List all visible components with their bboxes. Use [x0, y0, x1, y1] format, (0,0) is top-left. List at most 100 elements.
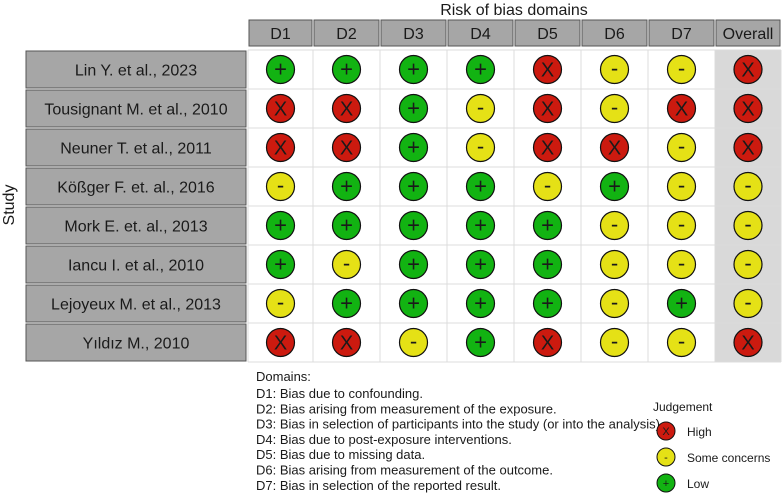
judgement-symbol: X: [608, 138, 621, 160]
judgement-high-marker: X: [532, 132, 563, 163]
judgement-some-marker: -: [733, 288, 763, 319]
legend-symbol: X: [662, 426, 670, 438]
judgement-legend: Judgement X High - Some concerns + Low: [653, 400, 770, 493]
judgement-symbol: +: [407, 252, 420, 277]
judgement-some-marker: -: [666, 54, 697, 85]
judgement-symbol: +: [407, 57, 420, 82]
judgement-symbol: -: [611, 290, 618, 315]
domain-description: D1: Bias due to confounding.: [256, 386, 423, 401]
judgement-high-marker: X: [599, 132, 630, 163]
domain-description: D6: Bias arising from measurement of the…: [256, 463, 553, 478]
judgement-symbol: -: [678, 212, 685, 237]
judgement-low-marker: +: [465, 54, 496, 85]
judgement-symbol: +: [541, 291, 554, 316]
judgement-symbol: +: [407, 174, 420, 199]
svg-text:D3: D3: [403, 26, 424, 43]
judgement-symbol: -: [744, 212, 751, 237]
judgement-symbol: X: [741, 333, 754, 355]
judgement-high-marker: X: [532, 54, 563, 85]
study-row: Yıldız M., 2010 X X - + X - - X: [25, 323, 763, 362]
judgement-symbol: -: [277, 290, 284, 315]
judgement-symbol: -: [544, 173, 551, 198]
column-header-d7: D7: [648, 19, 715, 47]
column-header-d2: D2: [313, 19, 380, 47]
judgement-symbol: X: [274, 333, 287, 355]
judgement-symbol: +: [474, 213, 487, 238]
study-label-bg: [25, 167, 247, 206]
judgement-low-marker: +: [265, 54, 296, 85]
column-header-d4: D4: [447, 19, 514, 47]
judgement-high-marker: X: [265, 93, 296, 124]
svg-text:D1: D1: [270, 26, 291, 43]
judgement-low-marker: +: [599, 171, 630, 202]
judgement-low-marker: +: [465, 210, 496, 241]
judgement-some-marker: -: [465, 132, 496, 163]
judgement-symbol: +: [541, 252, 554, 277]
judgement-high-marker: X: [666, 93, 697, 124]
judgement-low-marker: +: [398, 210, 429, 241]
domain-description: D4: Bias due to post-exposure interventi…: [256, 432, 512, 447]
svg-text:D5: D5: [537, 26, 558, 43]
judgement-some-marker: -: [666, 327, 697, 358]
study-row: Lin Y. et al., 2023 + + + + X - - X: [25, 50, 763, 89]
judgement-symbol: +: [274, 252, 287, 277]
judgement-some-marker: -: [599, 288, 630, 319]
judgement-symbol: X: [741, 60, 754, 82]
judgement-symbol: +: [407, 96, 420, 121]
legend-symbol: -: [664, 452, 668, 464]
study-label: Lejoyeux M. et al., 2013: [51, 297, 221, 314]
judgement-high-marker: X: [265, 327, 296, 358]
judgement-some-marker: -: [398, 327, 429, 358]
legend-symbol: +: [663, 478, 669, 490]
study-label: Iancu I. et al., 2010: [68, 258, 204, 275]
svg-text:Overall: Overall: [723, 26, 774, 43]
judgement-symbol: +: [474, 174, 487, 199]
study-row: Neuner T. et al., 2011 X X + - X X - X: [25, 128, 763, 167]
judgement-low-marker: +: [465, 288, 496, 319]
domain-description: D3: Bias in selection of participants in…: [256, 417, 664, 432]
judgement-symbol: X: [274, 99, 287, 121]
judgement-low-marker: +: [398, 54, 429, 85]
study-label-bg: [25, 206, 247, 245]
judgement-symbol: +: [608, 174, 621, 199]
judgement-high-marker: X: [733, 54, 763, 85]
study-row: Kößger F. et. al., 2016 - + + + - + - -: [25, 167, 763, 206]
judgement-high-marker: X: [331, 327, 362, 358]
study-label-bg: [25, 128, 247, 167]
legend-item-high: X High: [656, 421, 712, 441]
legend-item-low: + Low: [656, 473, 709, 493]
judgement-symbol: X: [541, 99, 554, 121]
judgement-symbol: -: [611, 329, 618, 354]
judgement-low-marker: +: [398, 288, 429, 319]
domain-description: D5: Bias due to missing data.: [256, 447, 425, 462]
judgement-symbol: +: [474, 330, 487, 355]
domains-title: Domains:: [256, 369, 311, 384]
legend-label: Low: [687, 477, 709, 491]
judgement-high-marker: X: [532, 327, 563, 358]
judgement-low-marker: +: [465, 249, 496, 280]
column-header-d5: D5: [514, 19, 581, 47]
judgement-symbol: +: [474, 291, 487, 316]
judgement-low-marker: +: [265, 249, 296, 280]
svg-text:D6: D6: [604, 26, 625, 43]
legend-title: Judgement: [653, 400, 713, 414]
judgement-some-marker: -: [599, 249, 630, 280]
judgement-symbol: +: [407, 291, 420, 316]
judgement-low-marker: +: [331, 210, 362, 241]
judgement-high-marker: X: [733, 93, 763, 124]
judgement-symbol: X: [741, 99, 754, 121]
study-label-bg: [25, 50, 247, 89]
study-label: Lin Y. et al., 2023: [75, 63, 197, 80]
judgement-low-marker: +: [465, 171, 496, 202]
judgement-symbol: X: [741, 138, 754, 160]
judgement-low-marker: +: [331, 171, 362, 202]
grid-layer: D1 D2 D3 D4 D5 D6 D7 Overall Lin Y. et al., 2023…: [25, 19, 782, 363]
judgement-symbol: +: [407, 213, 420, 238]
svg-text:D7: D7: [671, 26, 692, 43]
judgement-symbol: -: [611, 95, 618, 120]
judgement-symbol: X: [541, 333, 554, 355]
judgement-some-marker: -: [666, 249, 697, 280]
judgement-symbol: X: [541, 138, 554, 160]
study-label-bg: [25, 245, 247, 284]
